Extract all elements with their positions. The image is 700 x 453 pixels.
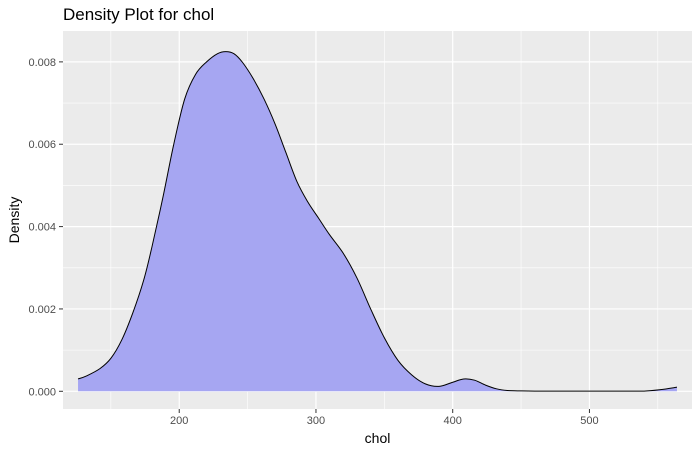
x-tick-label: 500 [580,415,598,427]
y-axis: 0.000 0.002 0.004 0.006 0.008 [28,57,63,398]
y-axis-title: Density [6,197,22,244]
major-gridlines [63,31,692,409]
x-tick-label: 400 [444,415,462,427]
chart-title: Density Plot for chol [63,5,215,24]
density-line [77,51,678,392]
x-axis: 200 300 400 500 [170,409,599,427]
y-tick-label: 0.004 [28,222,56,234]
x-tick-label: 200 [170,415,188,427]
x-tick-label: 300 [307,415,325,427]
y-tick-label: 0.006 [28,139,56,151]
density-area [78,51,677,392]
y-tick-label: 0.008 [28,57,56,69]
y-tick-label: 0.000 [28,386,56,398]
x-axis-title: chol [365,430,391,446]
y-tick-label: 0.002 [28,304,56,316]
